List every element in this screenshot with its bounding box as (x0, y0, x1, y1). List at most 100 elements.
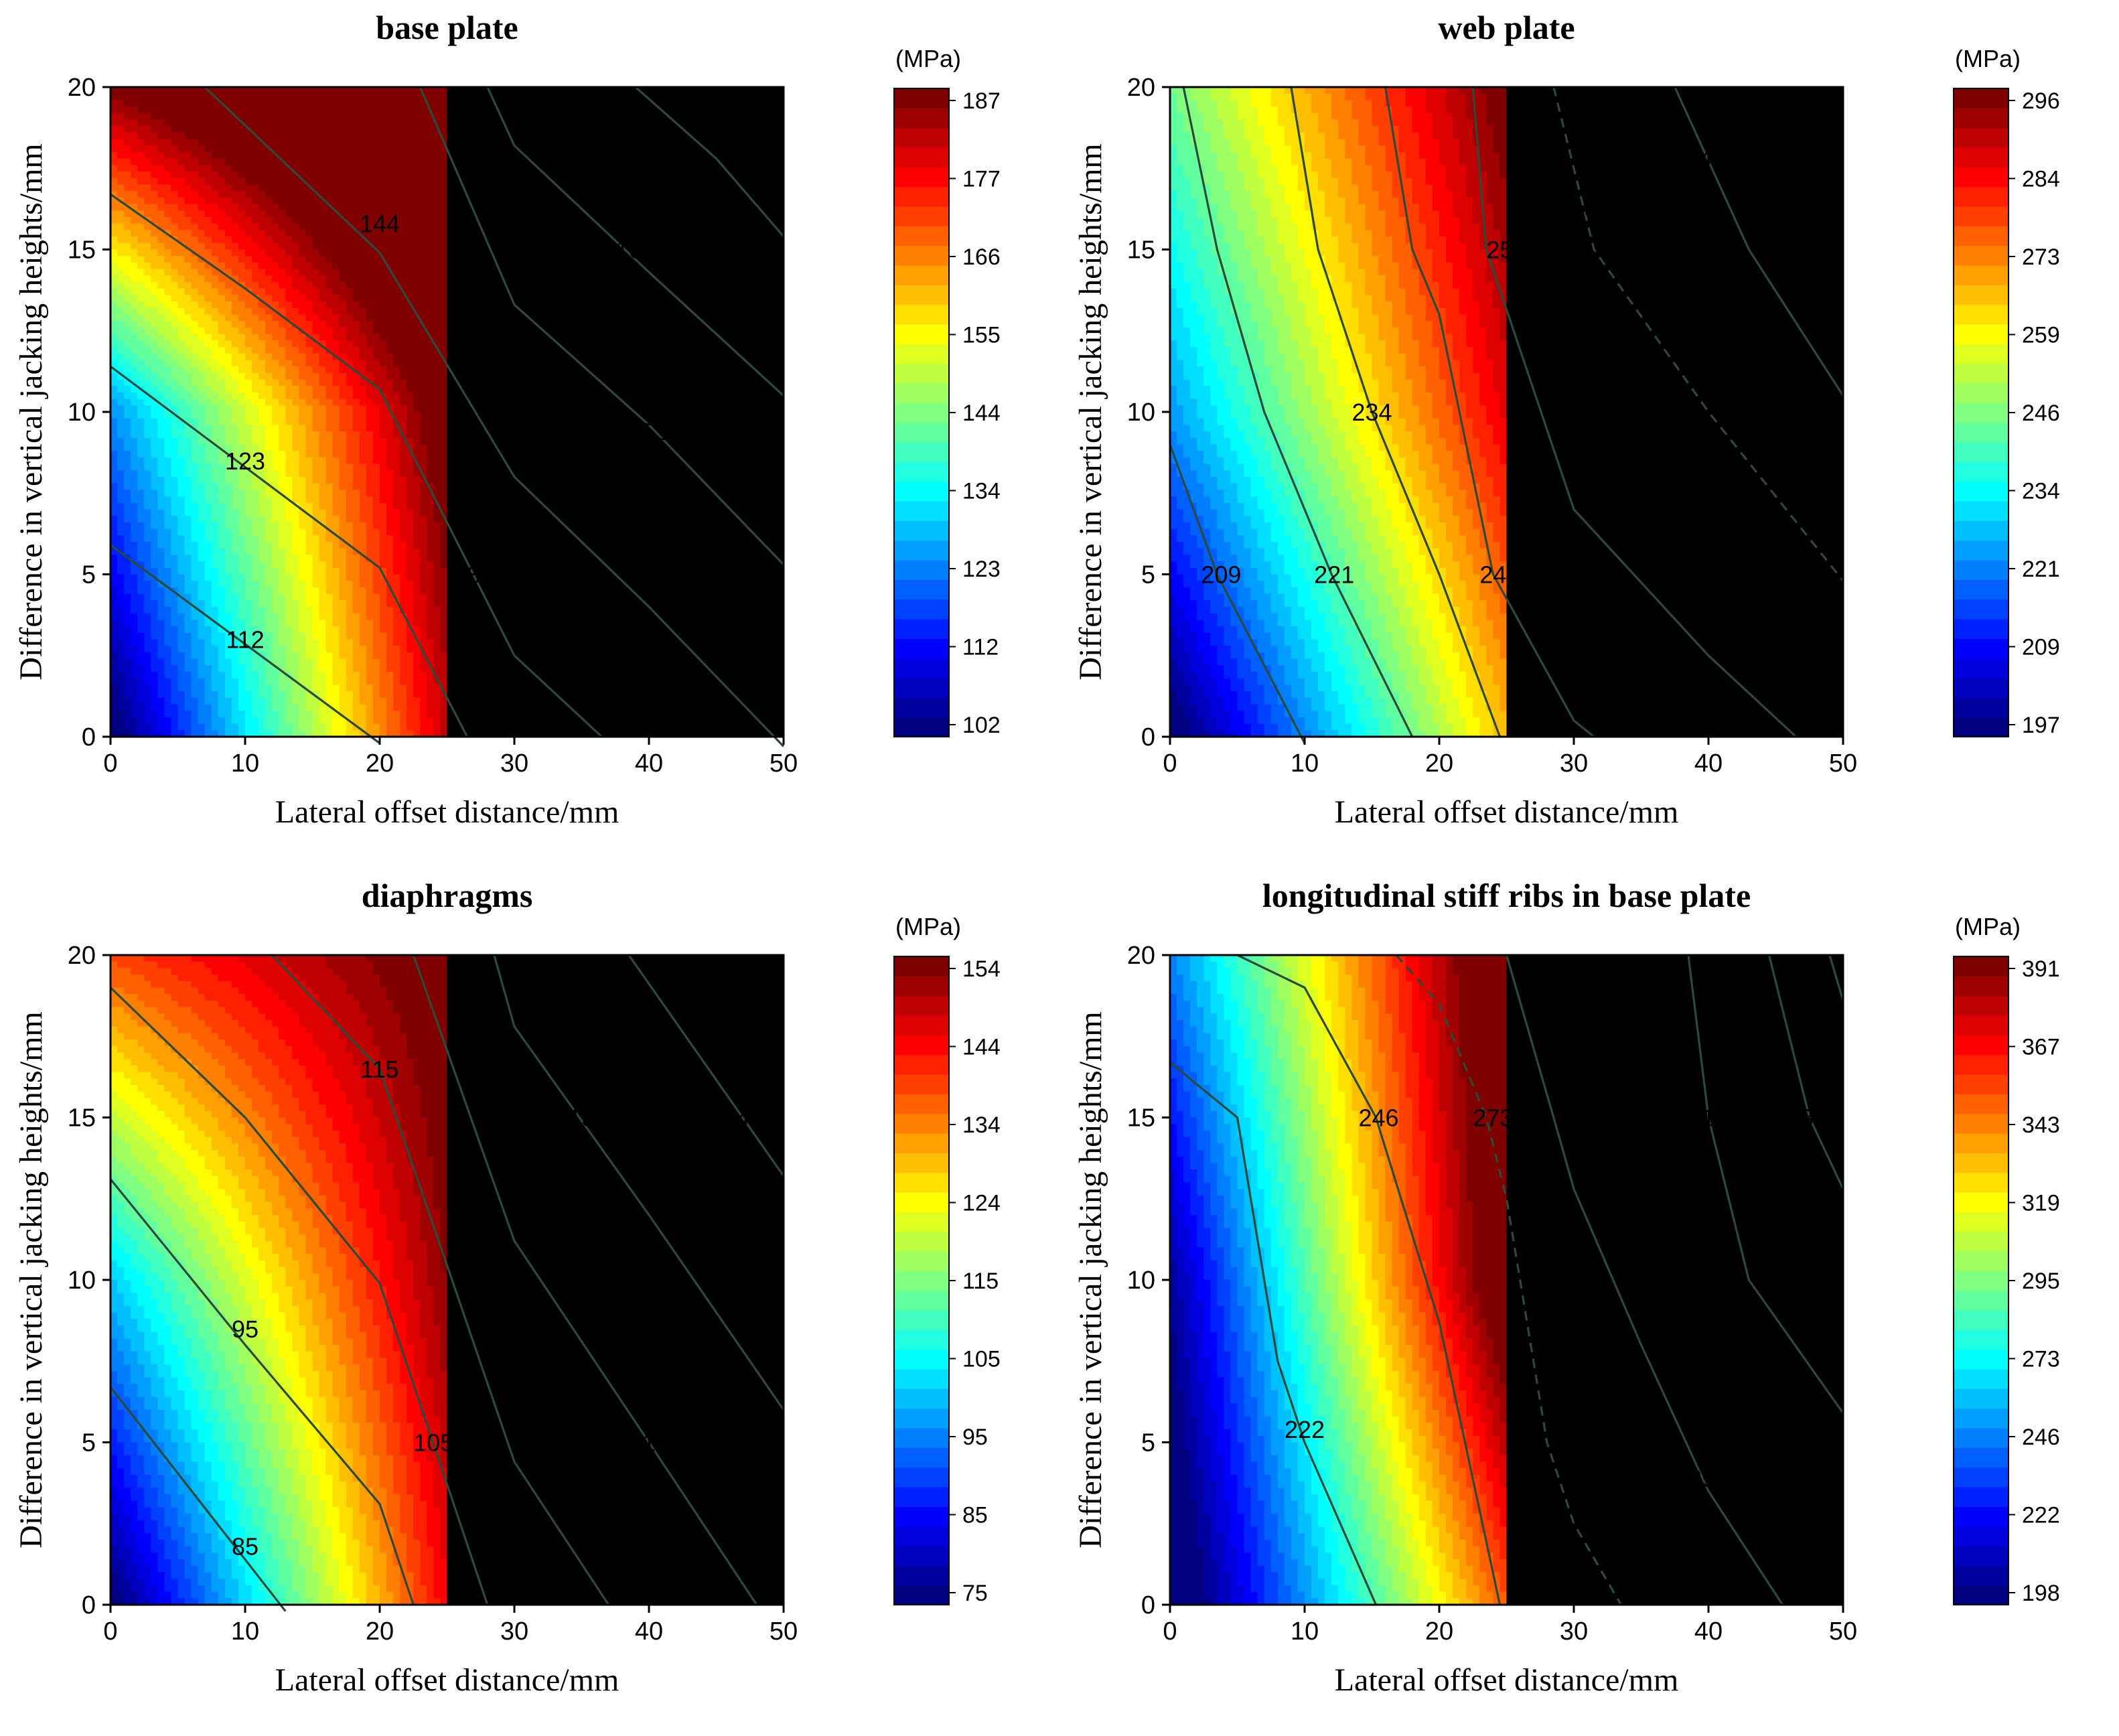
x-tick-label: 50 (770, 749, 798, 778)
y-tick-label: 20 (68, 942, 96, 970)
x-tick-label: 10 (1291, 1617, 1319, 1646)
x-tick-label: 30 (1560, 749, 1588, 778)
y-tick-label: 0 (1141, 1591, 1155, 1619)
contour-label: 123 (225, 447, 265, 475)
colorbar-tick-label: 177 (962, 167, 1001, 192)
x-axis-label: Lateral offset distance/mm (1335, 794, 1679, 830)
colorbar: 75 85 95 105 115 124 134 144 154 (893, 956, 1001, 1606)
y-tick-label: 15 (68, 1104, 96, 1133)
colorbar-tick-label: 102 (962, 713, 1001, 738)
chart-title: longitudinal stiff ribs in base plate (1262, 877, 1751, 914)
contour-label: 221 (1314, 561, 1354, 589)
contour-fill (111, 955, 784, 1605)
colorbar-tick-label: 259 (2022, 323, 2060, 348)
colorbar-tick-label: 273 (2022, 1347, 2060, 1372)
contour-label: 246 (1359, 1104, 1399, 1132)
colorbar: 197 209 221 234 246 259 273 284 296 (1953, 88, 2060, 738)
contour-line (1182, 86, 1414, 737)
contour-line (110, 193, 603, 738)
colorbar-tick-label: 222 (2022, 1503, 2060, 1528)
contour-line (271, 954, 610, 1605)
colorbar-tick-label: 319 (2022, 1191, 2060, 1216)
colorbar-tick-label: 155 (962, 323, 1001, 348)
x-tick-label: 10 (1291, 749, 1319, 778)
x-tick-label: 30 (1560, 1617, 1588, 1646)
colorbar-tick-label: 115 (962, 1269, 999, 1294)
chart-title: web plate (1438, 9, 1575, 46)
contour-label: 209 (1201, 561, 1241, 589)
colorbar-tick-label: 367 (2022, 1035, 2060, 1060)
x-tick-label: 30 (500, 749, 528, 778)
contour-label: 319 (1688, 1104, 1729, 1132)
colorbar: 198 222 246 273 295 319 343 367 391 (1953, 956, 2060, 1606)
colorbar-tick-label: 246 (2022, 1425, 2060, 1450)
colorbar-tick-label: 105 (962, 1347, 1001, 1372)
contour-label: 284 (1672, 145, 1712, 173)
contour-line (634, 86, 785, 238)
y-tick-label: 20 (1127, 942, 1155, 970)
contour-label: 95 (232, 1315, 259, 1343)
contour-label: 85 (232, 1533, 259, 1561)
contour-label: 144 (360, 210, 400, 238)
colorbar-tick-label: 284 (2022, 167, 2060, 192)
chart-svg: longitudinal stiff ribs in base plate 222… (1073, 877, 2060, 1698)
colorbar-tick-label: 221 (2022, 557, 2060, 582)
contour-line (204, 86, 785, 747)
x-tick-label: 50 (1829, 749, 1857, 778)
contour-label: 234 (1351, 399, 1392, 426)
y-tick-label: 5 (82, 1429, 96, 1457)
contour-fill (1170, 955, 1844, 1605)
contour-label: 246 (1479, 561, 1520, 589)
contour-label: 155 (629, 418, 669, 445)
colorbar-tick-label: 187 (962, 88, 1001, 114)
y-tick-label: 15 (1127, 236, 1155, 265)
panel-longitudinal-ribs: longitudinal stiff ribs in base plate 222… (1060, 868, 2119, 1736)
contour-line (109, 1386, 287, 1612)
contour-line (110, 544, 380, 744)
x-axis-label: Lateral offset distance/mm (275, 794, 619, 830)
contour-line (493, 954, 785, 1410)
colorbar-tick-label: 273 (2022, 244, 2060, 270)
contour-fill (1170, 87, 1844, 737)
colorbar-unit: (MPa) (1955, 913, 2021, 940)
contour-label: 124 (642, 1429, 682, 1457)
colorbar-tick-label: 197 (2022, 713, 2060, 738)
y-axis-label: Difference in vertical jacking heights/m… (13, 143, 49, 680)
x-tick-label: 30 (500, 1617, 528, 1646)
colorbar-tick-label: 123 (962, 557, 1001, 582)
y-tick-label: 0 (82, 1591, 96, 1619)
x-tick-label: 40 (1694, 749, 1723, 778)
y-tick-label: 5 (1141, 1429, 1155, 1457)
contour-label: 273 (1554, 200, 1594, 228)
x-tick-label: 0 (103, 749, 117, 778)
contour-label: 339 (1787, 1104, 1827, 1132)
contour-line (1505, 954, 1783, 1605)
colorbar-tick-label: 134 (962, 479, 1001, 504)
y-axis-label: Difference in vertical jacking heights/m… (1073, 143, 1108, 680)
panel-diaphragms: diaphragms 85 95 105 115 124 134 144 0 10 20 30 40 50… (0, 868, 1060, 1736)
colorbar-unit: (MPa) (895, 45, 961, 72)
x-tick-label: 10 (231, 749, 259, 778)
colorbar-unit: (MPa) (895, 913, 961, 940)
contour-label: 222 (1285, 1416, 1325, 1443)
contour-line (628, 954, 785, 1177)
x-tick-label: 20 (1425, 1617, 1453, 1646)
x-axis-label: Lateral offset distance/mm (275, 1662, 619, 1698)
contour-fill (111, 87, 784, 737)
y-tick-label: 15 (1127, 1104, 1155, 1133)
colorbar-tick-label: 296 (2022, 88, 2060, 114)
contour-line (109, 987, 489, 1605)
x-tick-label: 50 (770, 1617, 798, 1646)
colorbar-tick-label: 391 (2022, 956, 2060, 982)
contour-label: 166 (615, 236, 656, 264)
colorbar-tick-label: 144 (962, 1035, 1001, 1060)
contour-label: 115 (360, 1056, 398, 1083)
contour-line (412, 954, 758, 1605)
y-tick-label: 5 (1141, 561, 1155, 589)
y-tick-label: 15 (68, 236, 96, 265)
y-tick-label: 20 (1127, 74, 1155, 102)
colorbar-tick-label: 112 (962, 635, 999, 660)
contour-line (1169, 1061, 1377, 1605)
chart-title: base plate (376, 9, 518, 46)
